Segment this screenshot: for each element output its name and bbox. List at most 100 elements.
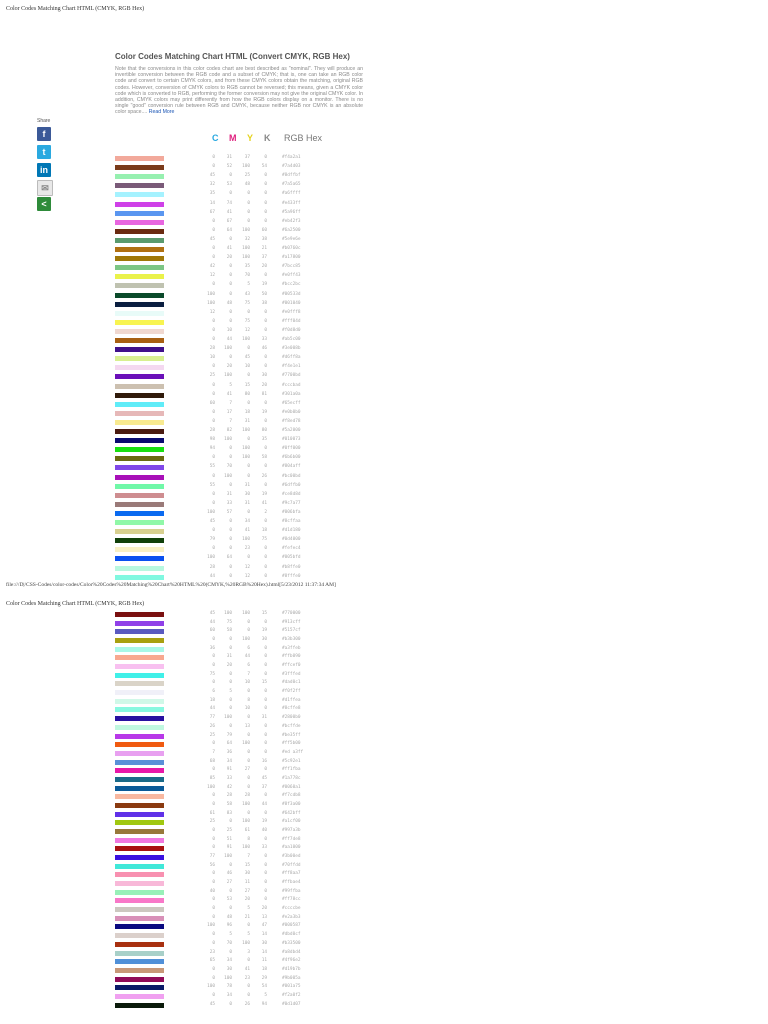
value-c: 60 [209,628,215,634]
color-row: 0 5 5 14 #dbd0cf [0,931,400,940]
color-row: 0 0 5 19 #bcc2bc [0,281,400,290]
value-rgb-hex: #0d4000 [282,537,301,543]
color-swatch [115,347,164,353]
value-c: 0 [212,318,215,324]
value-y: 0 [247,191,250,197]
value-k: 94 [261,1001,267,1007]
value-k: 0 [264,418,267,424]
value-m: 0 [229,680,232,686]
value-m: 31 [226,155,232,160]
color-row: 98 100 0 35 #010073 [0,436,400,445]
color-row: 0 52 100 54 #7a4d03 [0,163,400,172]
value-y: 15 [244,382,250,388]
value-rgb-hex: #f8ed78 [282,418,301,424]
value-k: 0 [264,645,267,651]
value-m: 34 [226,992,232,998]
read-more-link[interactable]: Read More [148,109,175,116]
value-k: 0 [264,732,267,738]
value-y: 7 [247,854,250,860]
value-y: 27 [244,888,250,894]
value-k: 15 [261,680,267,686]
color-swatch [115,483,164,489]
value-k: 0 [264,619,267,625]
color-row: 77 100 0 31 #2800b0 [0,714,400,723]
value-m: 34 [226,958,232,964]
color-swatch [115,941,164,947]
value-y: 10 [244,680,250,686]
color-row: 45 0 26 94 #0d1d07 [0,1001,400,1010]
value-rgb-hex: #997a3b [282,828,301,833]
value-m: 64 [226,555,232,561]
value-m: 58 [226,628,232,634]
value-rgb-hex: #ff78cc [282,897,301,903]
color-row: 0 28 28 0 #f7cdb8 [0,792,400,801]
color-swatch [115,742,164,748]
color-swatch [115,690,164,696]
twitter-icon[interactable]: t [37,145,51,159]
value-c: 94 [209,446,215,452]
value-rgb-hex: #a1cf00 [282,819,301,825]
value-rgb-hex: #e0fff8 [282,309,301,315]
value-y: 30 [244,491,250,497]
color-swatch [115,881,164,887]
value-rgb-hex: #8dffbf [282,173,301,179]
value-m: 48 [226,914,232,920]
facebook-icon[interactable]: f [37,127,51,141]
email-icon[interactable]: ✉ [37,180,53,196]
value-k: 0 [264,671,267,677]
value-y: 0 [247,749,250,755]
color-row: 0 44 100 33 #ab5c00 [0,336,400,345]
value-c: 0 [212,975,215,981]
value-m: 0 [229,291,232,297]
color-row: 0 67 0 0 #eb42f3 [0,218,400,227]
value-c: 0 [212,663,215,669]
value-m: 0 [229,697,232,703]
value-rgb-hex: #8cffaa [282,519,301,524]
color-swatch [115,338,164,343]
value-c: 44 [209,573,215,579]
value-c: 32 [209,182,215,188]
value-c: 0 [212,364,215,370]
value-rgb-hex: #ccccbe [282,906,301,912]
value-c: 0 [212,164,215,170]
value-m: 0 [229,191,232,197]
value-rgb-hex: #b33500 [282,940,301,946]
value-y: 0 [247,555,250,561]
color-swatch [115,192,164,198]
color-row: 0 48 21 13 #e2a3b3 [0,914,400,923]
value-k: 14 [261,932,267,938]
value-m: 7 [229,418,232,424]
value-c: 0 [212,218,215,224]
value-c: 6 [212,689,215,695]
value-c: 45 [209,611,215,616]
value-k: 0 [264,273,267,279]
value-rgb-hex: #ed a3ff [282,749,304,755]
color-row: 100 48 75 38 #001040 [0,300,400,309]
value-rgb-hex: #2800b0 [282,715,301,721]
value-c: 45 [209,173,215,179]
color-swatch [115,664,164,670]
value-m: 57 [226,509,232,515]
value-k: 11 [261,958,267,964]
value-rgb-hex: #d6ff8a [282,355,301,361]
value-k: 21 [261,246,267,251]
color-row: 0 25 61 40 #997a3b [0,827,400,836]
value-k: 0 [264,182,267,188]
value-rgb-hex: #ff5b00 [282,741,301,747]
value-c: 0 [212,546,215,552]
color-row: 0 31 30 19 #ce8d8d [0,491,400,500]
value-k: 58 [261,455,267,461]
value-c: 0 [212,255,215,261]
value-c: 0 [212,801,215,807]
share-icon[interactable]: < [37,197,51,211]
value-y: 75 [244,300,250,306]
color-swatch [115,265,164,271]
value-k: 18 [261,528,267,534]
color-row: 23 0 3 14 #a8dbd4 [0,949,400,958]
value-m: 0 [229,573,232,579]
value-c: 0 [212,966,215,972]
linkedin-icon[interactable]: in [37,163,51,177]
color-swatch [115,785,164,791]
value-k: 0 [264,854,267,860]
value-y: 0 [247,958,250,964]
